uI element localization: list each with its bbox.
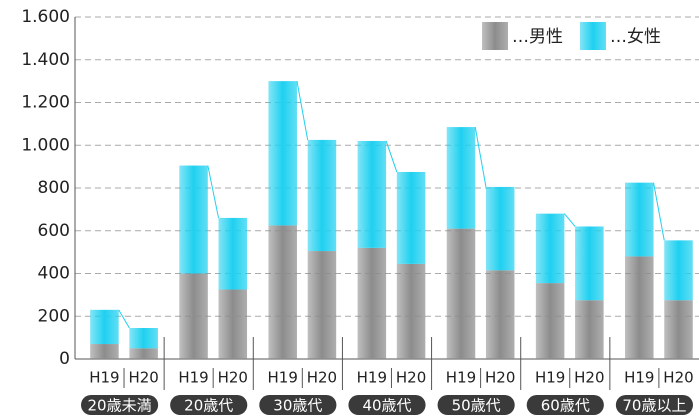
bar-segment xyxy=(90,309,119,345)
bar-segment xyxy=(535,283,565,359)
bar-segment xyxy=(129,328,158,349)
bar-segment xyxy=(485,186,515,271)
bar-segment xyxy=(625,182,654,257)
group-label: 40歳代 xyxy=(362,397,411,415)
x-tick-label: H20 xyxy=(307,369,337,387)
bar-segment xyxy=(575,300,604,359)
y-tick-label: 600 xyxy=(38,221,70,241)
x-tick-label: H19 xyxy=(89,369,119,387)
group-label: 70歳以上 xyxy=(622,397,686,415)
x-tick-label: H20 xyxy=(128,369,158,387)
bar-segment xyxy=(218,217,248,290)
bar-segment xyxy=(179,165,208,274)
bar-segment xyxy=(90,344,119,359)
connector xyxy=(296,81,309,140)
bar-segment xyxy=(485,270,515,359)
group-label: 30歳代 xyxy=(273,397,322,415)
bar-segment xyxy=(129,348,158,359)
x-tick-label: H20 xyxy=(485,369,515,387)
x-tick-label: H19 xyxy=(624,369,654,387)
y-tick-label: 800 xyxy=(38,178,70,198)
bar-segment xyxy=(396,263,426,359)
y-tick-label: 1.600 xyxy=(21,7,70,27)
bar-segment xyxy=(575,226,604,301)
x-tick-label: H19 xyxy=(357,369,387,387)
x-tick-label: H20 xyxy=(663,369,693,387)
legend-swatch xyxy=(580,22,606,50)
x-tick-label: H19 xyxy=(268,369,298,387)
bar-segment xyxy=(446,228,476,359)
x-tick-label: H20 xyxy=(396,369,426,387)
bar-segment xyxy=(446,127,476,229)
bar-segment xyxy=(357,247,387,359)
group-label: 20歳代 xyxy=(184,397,233,415)
x-tick-label: H20 xyxy=(574,369,604,387)
group-label: 60歳代 xyxy=(541,397,590,415)
bar-segment xyxy=(664,240,693,301)
x-tick-label: H19 xyxy=(178,369,208,387)
y-tick-label: 1.200 xyxy=(21,93,70,113)
bar-segment xyxy=(307,139,337,252)
legend-label: …男性 xyxy=(512,27,563,47)
bar-segment xyxy=(268,225,297,359)
connector xyxy=(474,126,487,188)
x-tick-label: H19 xyxy=(446,369,476,387)
group-pill xyxy=(259,395,337,415)
group-pill xyxy=(81,395,159,415)
connector xyxy=(207,165,220,219)
bar-segment xyxy=(357,140,387,248)
group-label: 20歳未満 xyxy=(88,397,152,415)
legend-swatch xyxy=(482,22,508,50)
y-tick-label: 200 xyxy=(38,306,70,326)
bar-segment xyxy=(307,251,337,359)
x-tick-label: H20 xyxy=(218,369,248,387)
bar-segment xyxy=(218,289,248,359)
legend-label: …女性 xyxy=(610,27,661,47)
y-tick-label: 400 xyxy=(38,264,70,284)
connector xyxy=(118,309,130,329)
group-pill xyxy=(348,395,426,415)
connector xyxy=(385,140,398,173)
y-tick-label: 1.400 xyxy=(21,50,70,70)
connector xyxy=(653,182,665,241)
x-tick-label: H19 xyxy=(535,369,565,387)
bar-segment xyxy=(625,256,654,359)
bar-segment xyxy=(664,300,693,359)
bar-segment xyxy=(268,81,297,226)
group-pill xyxy=(170,395,248,415)
group-pill xyxy=(526,395,604,415)
group-label: 50歳代 xyxy=(452,397,501,415)
bar-segment xyxy=(396,171,426,264)
group-pill xyxy=(615,395,693,415)
y-tick-label: 0 xyxy=(59,349,70,369)
group-pill xyxy=(437,395,515,415)
connector xyxy=(564,213,576,227)
bar-segment xyxy=(179,273,208,359)
bar-segment xyxy=(535,213,565,284)
y-tick-label: 1.000 xyxy=(21,135,70,155)
